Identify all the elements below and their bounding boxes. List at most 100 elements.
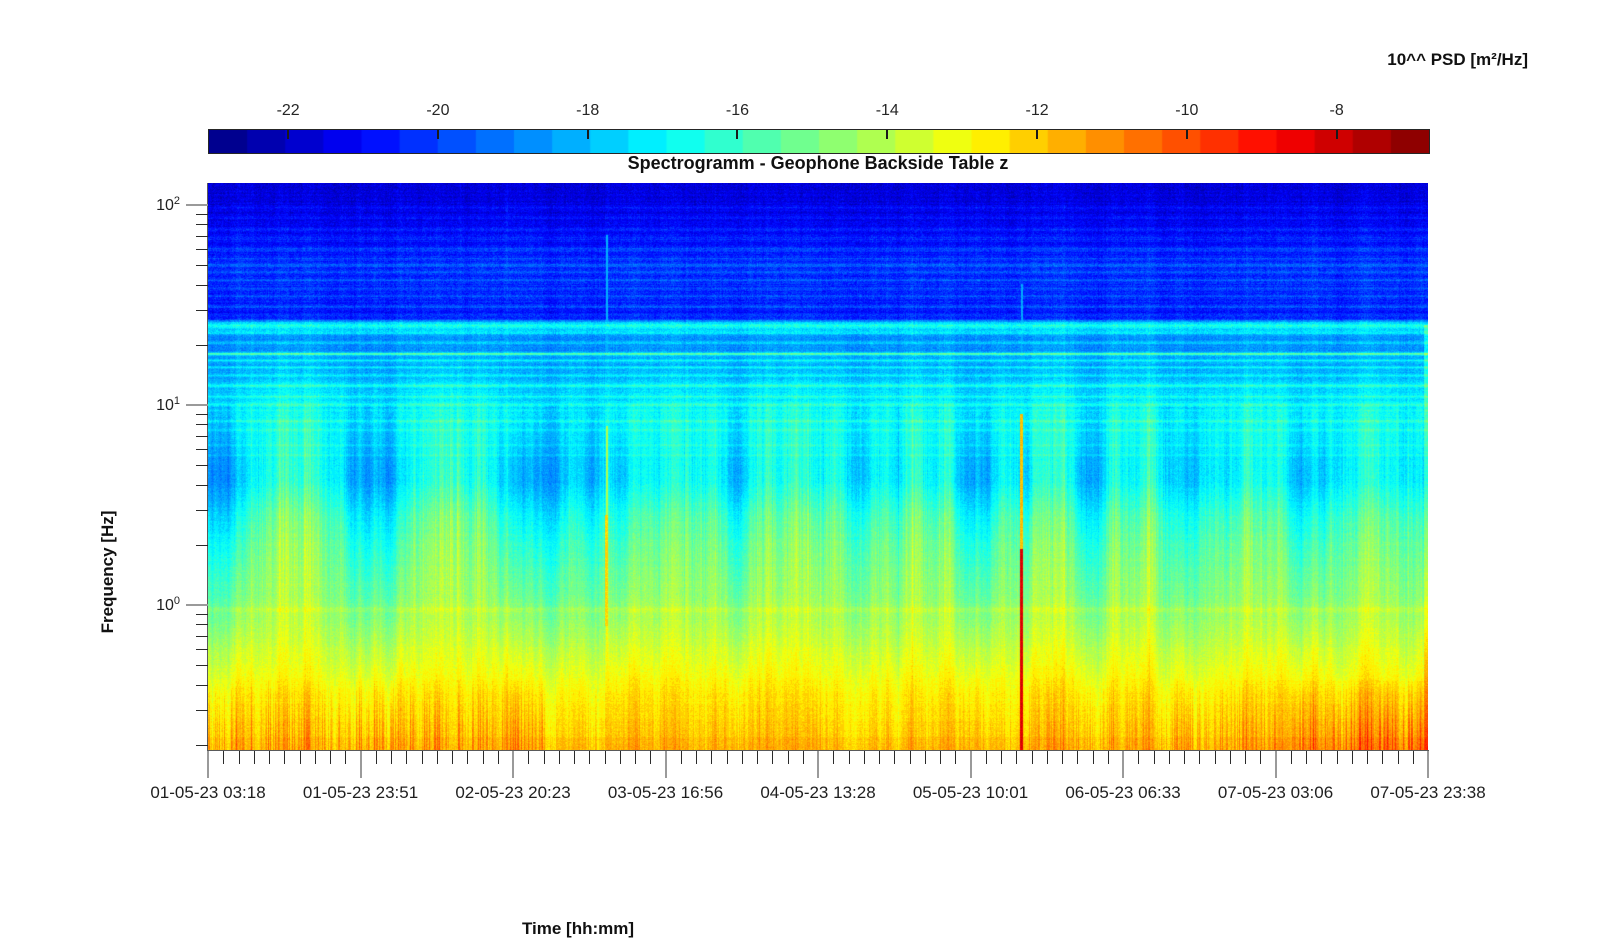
x-minor-tick [543, 751, 545, 764]
x-minor-tick [757, 751, 758, 764]
x-axis-line [207, 750, 1429, 751]
colorbar-tick-label: -20 [426, 102, 450, 119]
y-tick-label: 101 [156, 394, 180, 415]
y-minor-tick [196, 309, 208, 311]
colorbar-tick-label: -16 [725, 102, 750, 119]
x-minor-tick [314, 751, 316, 764]
x-minor-tick [1062, 751, 1063, 764]
y-minor-tick [196, 214, 208, 216]
x-minor-tick [924, 751, 926, 764]
x-minor-tick [1367, 751, 1368, 764]
x-tick-label: 01-05-23 23:51 [302, 783, 419, 802]
x-major-tick [512, 751, 514, 778]
x-minor-tick [1290, 751, 1292, 764]
y-minor-tick [196, 224, 208, 226]
y-minor-tick [196, 635, 208, 637]
y-minor-tick [196, 249, 208, 251]
x-minor-tick [238, 751, 240, 764]
x-minor-tick [1168, 751, 1170, 764]
x-minor-tick [1306, 751, 1307, 764]
colorbar-tick-mark [886, 130, 889, 139]
x-minor-tick [421, 751, 423, 764]
x-major-tick [817, 751, 819, 778]
colorbar-tick-label: -12 [1025, 102, 1049, 119]
x-tick-label: 06-05-23 06:33 [1065, 783, 1181, 802]
x-minor-tick [696, 751, 697, 764]
x-major-tick [1122, 751, 1124, 778]
y-minor-tick [196, 424, 208, 426]
x-tick-label: 07-05-23 23:38 [1370, 783, 1486, 802]
y-minor-tick [196, 544, 208, 546]
x-minor-tick [330, 751, 331, 764]
colorbar-tick-mark [586, 130, 589, 139]
x-minor-tick [894, 751, 896, 764]
x-minor-tick [1046, 751, 1048, 764]
x-minor-tick [1199, 751, 1201, 764]
y-minor-tick [196, 344, 208, 346]
x-minor-tick [635, 751, 636, 764]
x-minor-tick [1229, 751, 1231, 764]
x-tick-label: 07-05-23 03:06 [1217, 783, 1334, 802]
x-minor-tick [1138, 751, 1140, 764]
y-tick-label: 100 [156, 594, 180, 615]
x-minor-tick [909, 751, 911, 764]
x-tick-label: 04-05-23 13:28 [760, 783, 876, 802]
x-minor-tick [1001, 751, 1002, 764]
x-minor-tick [497, 751, 499, 764]
x-minor-tick [253, 751, 255, 764]
y-axis-title: Frequency [Hz] [98, 510, 117, 634]
x-minor-tick [1260, 751, 1262, 764]
y-minor-tick [196, 449, 208, 451]
colorbar-tick-mark [1036, 130, 1039, 139]
y-minor-tick [196, 284, 208, 286]
x-minor-tick [223, 751, 225, 764]
x-major-tick [664, 751, 667, 778]
x-minor-tick [802, 751, 804, 764]
x-minor-tick [1336, 751, 1338, 764]
x-minor-tick [1321, 751, 1323, 764]
x-tick-label: 05-05-23 10:01 [912, 783, 1029, 802]
y-minor-tick [196, 684, 208, 686]
x-minor-tick [1092, 751, 1094, 764]
x-minor-tick [284, 751, 286, 764]
y-minor-tick [196, 509, 208, 511]
x-minor-tick [1077, 751, 1079, 764]
x-minor-tick [1184, 751, 1185, 764]
y-major-tick [186, 204, 208, 206]
y-minor-tick [196, 649, 208, 651]
x-minor-tick [558, 751, 560, 764]
y-minor-tick [196, 235, 208, 237]
x-minor-tick [940, 751, 941, 764]
x-minor-tick [391, 751, 392, 764]
x-minor-tick [985, 751, 987, 764]
x-minor-tick [1107, 751, 1109, 764]
colorbar-tick-label: -22 [276, 102, 300, 119]
x-minor-tick [528, 751, 530, 764]
colorbar-tick-label: -14 [875, 102, 899, 119]
x-minor-tick [833, 751, 835, 764]
x-minor-tick [375, 751, 377, 764]
x-minor-tick [1397, 751, 1399, 764]
y-minor-tick [196, 665, 208, 667]
x-minor-tick [604, 751, 606, 764]
y-minor-tick [196, 614, 208, 616]
x-major-tick [207, 751, 209, 778]
chart-title: Spectrogramm - Geophone Backside Table z [627, 153, 1009, 173]
x-minor-tick [680, 751, 682, 764]
x-minor-tick [269, 751, 270, 764]
y-minor-tick [196, 435, 208, 437]
colorbar-tick-label: -18 [576, 102, 600, 119]
x-minor-tick [345, 751, 347, 764]
x-minor-tick [1412, 751, 1414, 764]
colorbar-tick-mark [1185, 130, 1188, 139]
colorbar-tick-label: -10 [1175, 102, 1199, 119]
colorbar [208, 129, 1430, 154]
x-minor-tick [1153, 751, 1155, 764]
y-major-tick [186, 404, 208, 406]
x-minor-tick [589, 751, 591, 764]
x-minor-tick [879, 751, 880, 764]
x-minor-tick [452, 751, 453, 764]
y-axis-line [207, 183, 208, 750]
y-minor-tick [196, 265, 208, 267]
